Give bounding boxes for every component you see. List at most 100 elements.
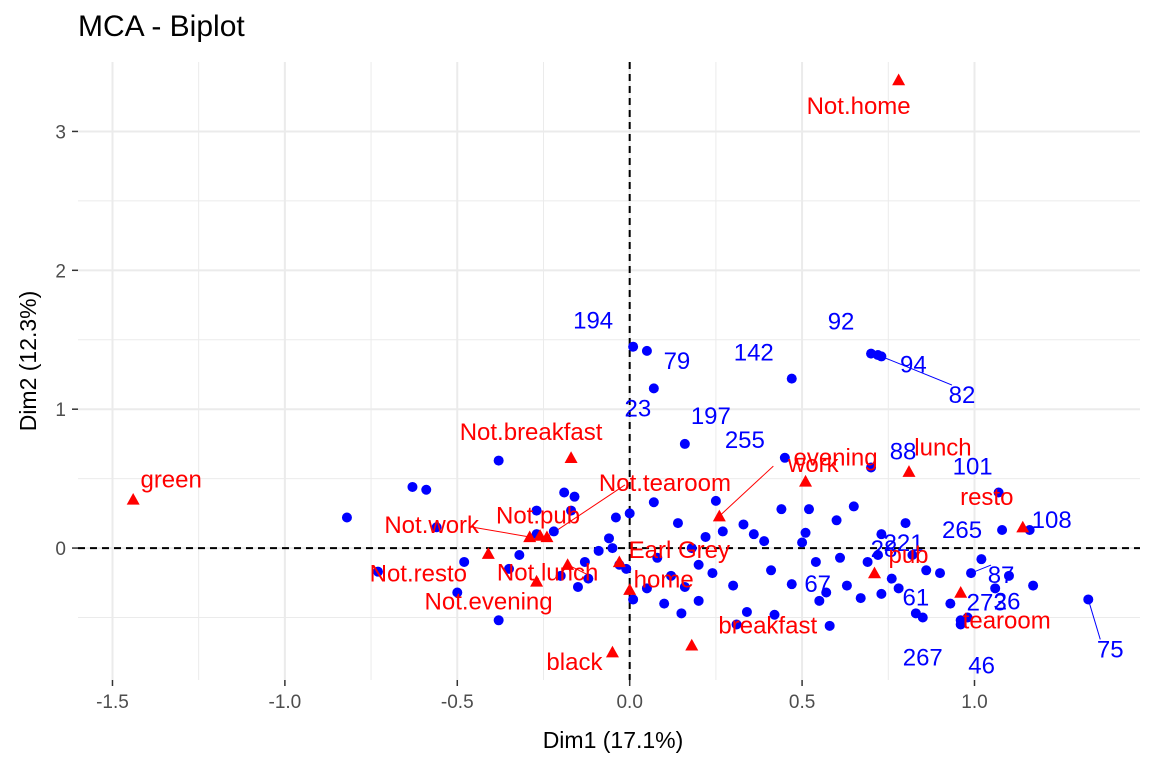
y-tick-label: 1 (55, 400, 66, 421)
individual-point (659, 598, 670, 609)
variable-point (605, 645, 619, 658)
individual-point (776, 504, 787, 515)
individual-point (579, 556, 590, 567)
variable-point (892, 73, 906, 86)
individual-point (493, 615, 504, 626)
reference-lines (78, 62, 1140, 680)
individual-point (814, 595, 825, 606)
individual-leader-line (877, 354, 953, 386)
individual-label: 75 (1097, 636, 1124, 663)
individual-point (648, 383, 659, 394)
variable-leader-line (546, 484, 626, 538)
individual-point (876, 529, 887, 540)
individual-label: 255 (725, 427, 765, 454)
individual-point (900, 518, 911, 529)
variable-label: black (546, 649, 603, 676)
individual-point (810, 556, 821, 567)
individual-point (786, 579, 797, 590)
individual-point (976, 554, 987, 565)
individual-point (872, 350, 883, 361)
individual-point (786, 373, 797, 384)
variable-leader-line (471, 526, 530, 538)
individual-point (452, 587, 463, 598)
individual-point (738, 519, 749, 530)
individual-point (962, 612, 973, 623)
grid-layer (78, 62, 1140, 680)
variable-label: green (140, 466, 201, 493)
individual-label: 46 (968, 653, 995, 680)
individual-point (459, 556, 470, 567)
leader-lines (471, 354, 1101, 640)
individual-point (607, 543, 618, 554)
individual-label: 82 (949, 382, 976, 409)
individual-leader-line (1087, 599, 1101, 640)
individual-point (769, 609, 780, 620)
individual-label: 94 (900, 351, 927, 378)
individual-point (800, 527, 811, 538)
individual-point (990, 583, 1001, 594)
individual-label: 265 (942, 517, 982, 544)
individual-point (945, 598, 956, 609)
individual-point (824, 620, 835, 631)
individual-point (624, 508, 635, 519)
variable-label: breakfast (718, 612, 817, 639)
variable-label: Not.evening (425, 588, 553, 615)
variable-point (530, 574, 544, 587)
variable-label: Not.resto (370, 561, 467, 588)
individual-point (679, 438, 690, 449)
variable-point (712, 509, 726, 522)
individual-point (741, 606, 752, 617)
variable-label: pub (888, 542, 928, 569)
individual-point (1024, 525, 1035, 536)
individual-point (569, 491, 580, 502)
variable-point (612, 555, 626, 568)
x-tick-label: -0.5 (441, 692, 474, 713)
individual-point (431, 522, 442, 533)
individual-point (693, 559, 704, 570)
individual-label: 273 (967, 589, 1007, 616)
individual-label: 79 (664, 348, 691, 375)
individual-point (604, 533, 614, 544)
individual-point (862, 556, 873, 567)
individual-point (855, 593, 866, 604)
individual-label: 87 (988, 562, 1015, 589)
individual-label: 194 (573, 308, 613, 335)
individual-point (803, 504, 814, 515)
individual-label: 23 (624, 395, 651, 422)
individual-point (886, 573, 897, 584)
individual-point (514, 550, 525, 561)
individual-point (555, 570, 566, 581)
individual-label: 221 (884, 530, 924, 557)
individual-point (1028, 580, 1039, 591)
variable-label: Not.breakfast (460, 419, 603, 446)
individual-point (921, 565, 932, 576)
variable-points: green Not.breakfast Not.work Not.pub Not.tea… (126, 73, 1051, 676)
individual-point (407, 481, 418, 492)
y-axis-title: Dim2 (12.3%) (15, 291, 41, 432)
individual-point (652, 552, 663, 563)
variable-point (954, 586, 968, 598)
individual-point (821, 587, 832, 598)
individual-label: 101 (953, 454, 993, 481)
individual-point (566, 505, 577, 516)
individual-point (504, 563, 515, 574)
individual-point (641, 345, 652, 356)
individual-point (572, 581, 583, 592)
variable-label: Not.pub (496, 503, 580, 530)
individual-point (717, 526, 728, 537)
x-tick-label: 0.0 (616, 692, 642, 713)
x-tick-label: 1.0 (961, 692, 987, 713)
individual-point (831, 515, 842, 526)
variable-label: Not.tearoom (599, 470, 731, 497)
variable-point (685, 638, 699, 651)
individual-point (993, 487, 1004, 498)
individual-label: 88 (890, 439, 917, 466)
individual-points: 194 23 79 197 142 255 92 94 82 88 221 101 265 108 28 87… (341, 308, 1124, 680)
individual-point (693, 595, 704, 606)
individual-point (935, 568, 946, 579)
individual-point (835, 552, 846, 563)
y-tick-label: 0 (55, 539, 66, 560)
variable-point (799, 474, 813, 487)
individual-label: 61 (903, 584, 930, 611)
